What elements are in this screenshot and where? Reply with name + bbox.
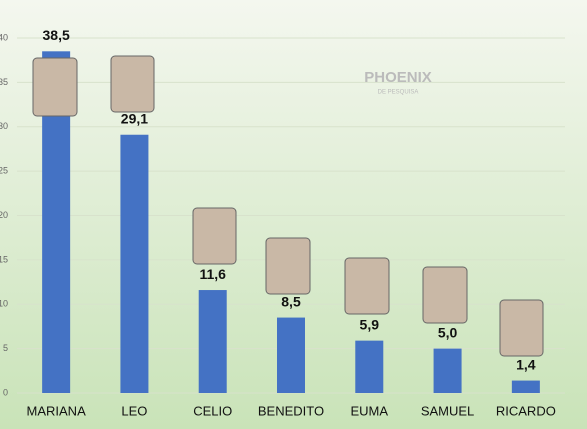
- y-tick-label: 25: [0, 166, 8, 176]
- bar: [120, 134, 149, 394]
- value-label: 38,5: [43, 27, 70, 43]
- photo: [265, 237, 311, 295]
- x-tick-label: MARIANA: [27, 403, 87, 418]
- y-tick-label: 0: [3, 387, 8, 397]
- y-tick-label: 40: [0, 32, 8, 42]
- photo: [32, 57, 78, 117]
- x-tick-label: CELIO: [193, 403, 232, 418]
- y-tick-label: 30: [0, 121, 8, 131]
- bar: [198, 290, 227, 393]
- y-tick-label: 5: [3, 343, 8, 353]
- bar: [355, 340, 384, 393]
- x-tick-label: LEO: [121, 403, 147, 418]
- value-label: 11,6: [199, 266, 226, 282]
- value-label: 5,9: [360, 316, 380, 332]
- bar: [277, 317, 305, 393]
- photo: [110, 55, 155, 113]
- y-tick-label: 15: [0, 254, 8, 264]
- x-tick-label: BENEDITO: [258, 403, 324, 418]
- photo: [499, 299, 544, 357]
- watermark-sub: DE PESQUISA: [378, 90, 419, 96]
- y-tick-label: 10: [0, 299, 8, 309]
- x-tick-label: EUMA: [351, 403, 389, 418]
- value-label: 5,0: [438, 324, 458, 340]
- photo: [422, 266, 468, 324]
- value-label: 8,5: [281, 293, 301, 309]
- photo: [344, 257, 390, 315]
- y-tick-label: 20: [0, 210, 8, 220]
- photo: [192, 207, 237, 265]
- bars: [42, 51, 540, 394]
- bar: [433, 348, 462, 393]
- watermark: PHOENIX: [364, 69, 432, 86]
- x-tick-label: SAMUEL: [421, 403, 474, 418]
- bar: [511, 380, 540, 393]
- x-tick-label: RICARDO: [496, 403, 556, 418]
- value-label: 29,1: [121, 110, 148, 126]
- labels: 0 5 10 15 20 25 30 35 40 MARIANA 38,5 LEO 29,1 CELIO 1…: [0, 27, 556, 418]
- photos: [32, 55, 544, 357]
- value-label: 1,4: [516, 356, 536, 372]
- y-tick-label: 35: [0, 77, 8, 87]
